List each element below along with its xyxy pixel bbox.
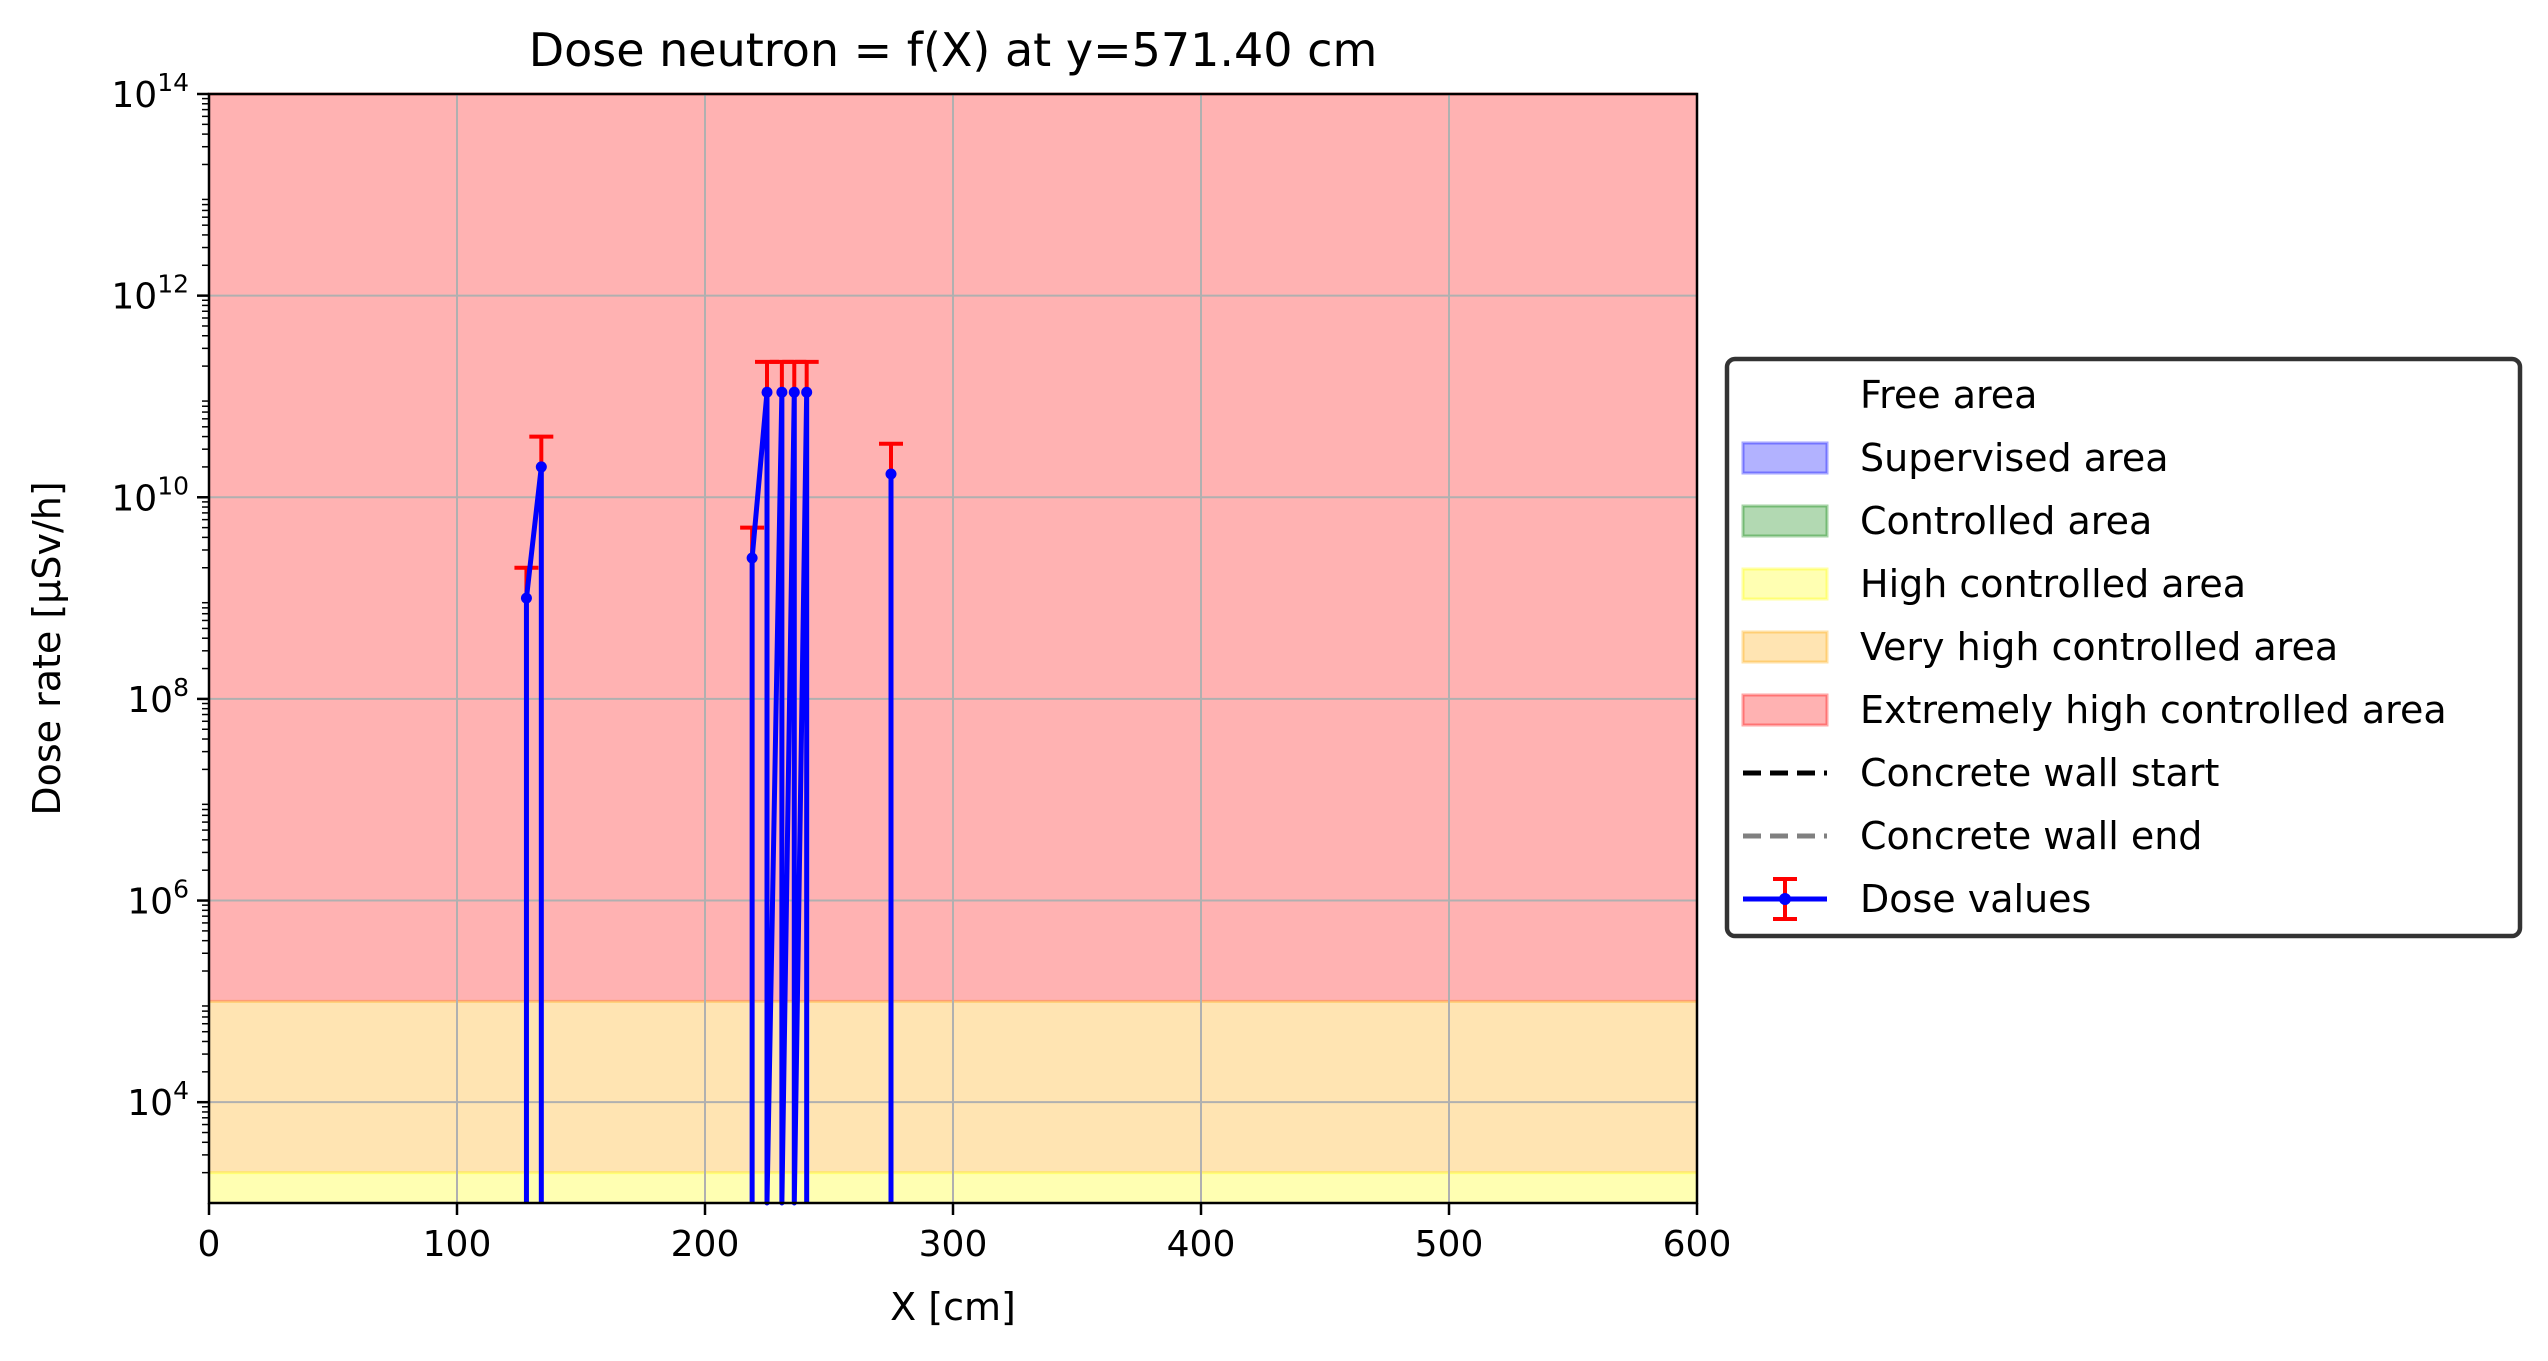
dose-line-segment-1 xyxy=(749,389,810,1206)
legend-label-8: Dose values xyxy=(1860,877,2091,921)
data-point-1-6 xyxy=(788,386,800,398)
y-tick-label-5: 1014 xyxy=(111,68,189,116)
legend-label-3: High controlled area xyxy=(1860,562,2246,606)
legend-box xyxy=(1724,356,2523,939)
x-tick-label-5: 500 xyxy=(1415,1224,1484,1265)
dose-series xyxy=(520,386,897,1206)
legend-label-0: Free area xyxy=(1860,373,2037,417)
x-tick-label-4: 400 xyxy=(1167,1224,1236,1265)
legend-label-6: Concrete wall start xyxy=(1860,751,2219,795)
legend-swatch-0 xyxy=(1741,378,1829,412)
x-tick-label-6: 600 xyxy=(1663,1224,1732,1265)
legend-swatch-2 xyxy=(1741,504,1829,538)
data-point-0-2 xyxy=(535,461,547,473)
x-tick-label-3: 300 xyxy=(919,1224,988,1265)
data-point-1-1 xyxy=(746,552,758,564)
x-tick-label-0: 0 xyxy=(198,1224,221,1265)
data-point-1-8 xyxy=(801,386,813,398)
y-tick-label-0: 104 xyxy=(127,1076,189,1124)
x-tick-label-2: 200 xyxy=(671,1224,740,1265)
data-point-2-1 xyxy=(885,468,897,480)
y-axis-ticks: 104 106 108 1010 1012 1014 xyxy=(111,68,209,1174)
legend-swatch-5 xyxy=(1741,693,1829,727)
legend-label-7: Concrete wall end xyxy=(1860,814,2202,858)
legend-swatch-4 xyxy=(1741,630,1829,664)
x-axis-ticks: 0 100 200 300 400 500 600 xyxy=(198,1203,1732,1265)
dose-line-segment-0 xyxy=(523,464,544,1203)
x-tick-label-1: 100 xyxy=(423,1224,492,1265)
data-point-1-2 xyxy=(761,386,773,398)
legend-swatch-3 xyxy=(1741,567,1829,601)
y-axis-label: Dose rate [µSv/h] xyxy=(25,481,69,815)
legend-label-1: Supervised area xyxy=(1860,436,2169,480)
data-point-0-1 xyxy=(520,592,532,604)
data-point-1-4 xyxy=(776,386,788,398)
y-tick-label-3: 1010 xyxy=(111,471,189,519)
y-tick-label-4: 1012 xyxy=(111,270,189,318)
legend: Free area Supervised area Controlled area H… xyxy=(1724,356,2523,939)
legend-series-marker xyxy=(1779,893,1791,905)
legend-label-2: Controlled area xyxy=(1860,499,2152,543)
y-tick-label-1: 106 xyxy=(127,875,189,923)
chart-title: Dose neutron = f(X) at y=571.40 cm xyxy=(529,23,1378,77)
legend-label-5: Extremely high controlled area xyxy=(1860,688,2447,732)
legend-label-4: Very high controlled area xyxy=(1860,625,2338,669)
y-tick-label-2: 108 xyxy=(127,673,189,721)
legend-swatch-1 xyxy=(1741,441,1829,475)
x-axis-label: X [cm] xyxy=(890,1285,1016,1329)
